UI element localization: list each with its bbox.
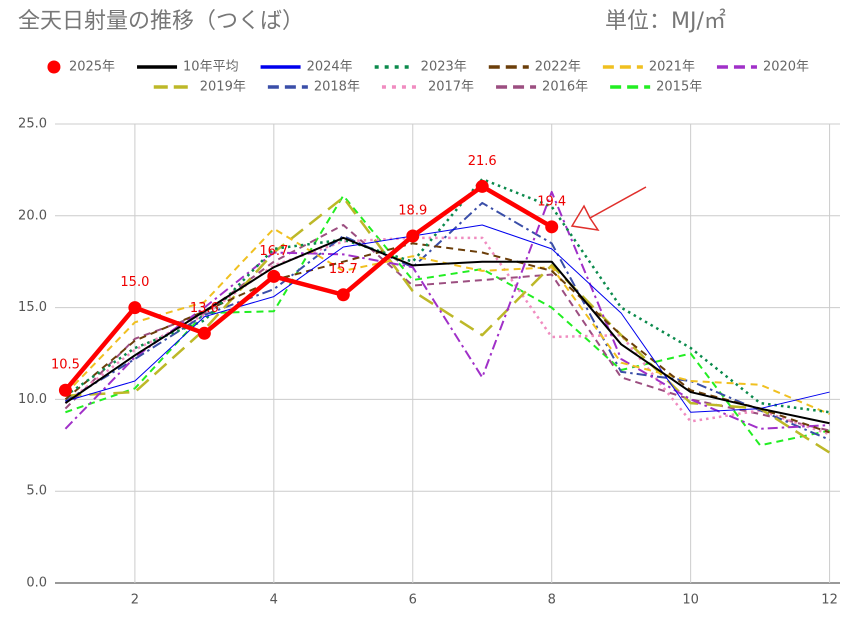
grid — [55, 123, 840, 584]
series-line — [64, 242, 830, 434]
legend-item: 2022年 — [488, 60, 581, 75]
series-line — [65, 194, 830, 447]
data-point — [545, 220, 559, 234]
legend-item: 2025年 — [47, 60, 115, 75]
y-tick-label: 0.0 — [26, 576, 47, 591]
legend-label: 2018年 — [314, 80, 360, 95]
series-line — [64, 223, 830, 432]
legend-item: 2015年 — [610, 80, 702, 95]
annotation-arrow — [570, 186, 647, 232]
y-tick-label: 20.0 — [18, 208, 47, 223]
data-label: 15.7 — [329, 262, 358, 277]
legend-item: 2020年 — [716, 60, 809, 75]
series-line — [64, 177, 830, 414]
data-label: 19.4 — [537, 194, 566, 209]
data-label: 18.9 — [398, 203, 427, 218]
legend-label: 2016年 — [542, 80, 588, 95]
x-tick-label: 4 — [270, 593, 278, 608]
legend-item: 2021年 — [602, 60, 695, 75]
data-label: 16.7 — [259, 244, 288, 259]
legend-item: 2024年 — [260, 60, 353, 75]
y-tick-label: 25.0 — [18, 117, 47, 132]
legend-label: 2019年 — [200, 80, 246, 95]
series-line — [64, 201, 830, 441]
legend-item: 2016年 — [496, 80, 588, 95]
legend-label: 2015年 — [656, 80, 702, 95]
data-label: 15.0 — [120, 275, 149, 290]
legend-label: 10年平均 — [183, 60, 239, 75]
series-line — [64, 236, 830, 425]
x-tick-label: 10 — [682, 593, 699, 608]
legend-item: 2019年 — [153, 80, 246, 95]
arrow — [570, 186, 647, 232]
legend-item: 2017年 — [381, 80, 474, 95]
x-tick-label: 6 — [409, 593, 417, 608]
y-tick-label: 5.0 — [26, 484, 47, 499]
legend-label: 2020年 — [763, 60, 809, 75]
lines — [58, 177, 831, 454]
series-line — [63, 184, 553, 392]
legend-label: 2025年 — [69, 60, 115, 75]
series-line — [65, 196, 831, 454]
data-label: 13.6 — [190, 301, 219, 316]
legend-marker — [47, 60, 61, 74]
legend-item: 2023年 — [374, 60, 467, 75]
legend-label: 2024年 — [307, 60, 353, 75]
legend-item: 2018年 — [267, 80, 360, 95]
chart-subtitle: 単位：MJ/㎡ — [605, 8, 726, 34]
legend-label: 2023年 — [421, 60, 467, 75]
x-tick-label: 12 — [821, 593, 838, 608]
legend-label: 2022年 — [535, 60, 581, 75]
data-point — [267, 269, 281, 283]
legend-item: 10年平均 — [137, 60, 239, 75]
data-label: 10.5 — [51, 358, 80, 373]
data-point — [406, 229, 420, 243]
y-tick-label: 10.0 — [18, 392, 47, 407]
data-point — [128, 301, 142, 315]
series-line — [64, 190, 830, 430]
legend-label: 2017年 — [428, 80, 474, 95]
data-point — [197, 326, 211, 340]
data-point — [475, 179, 489, 193]
x-tick-label: 2 — [131, 593, 139, 608]
data-label: 21.6 — [468, 154, 497, 169]
chart-title: 全天日射量の推移（つくば） — [18, 9, 304, 34]
data-point — [336, 288, 350, 302]
y-tick-label: 15.0 — [18, 300, 47, 315]
legend-label: 2021年 — [649, 60, 695, 75]
x-tick-label: 8 — [548, 593, 556, 608]
data-point — [58, 383, 72, 397]
